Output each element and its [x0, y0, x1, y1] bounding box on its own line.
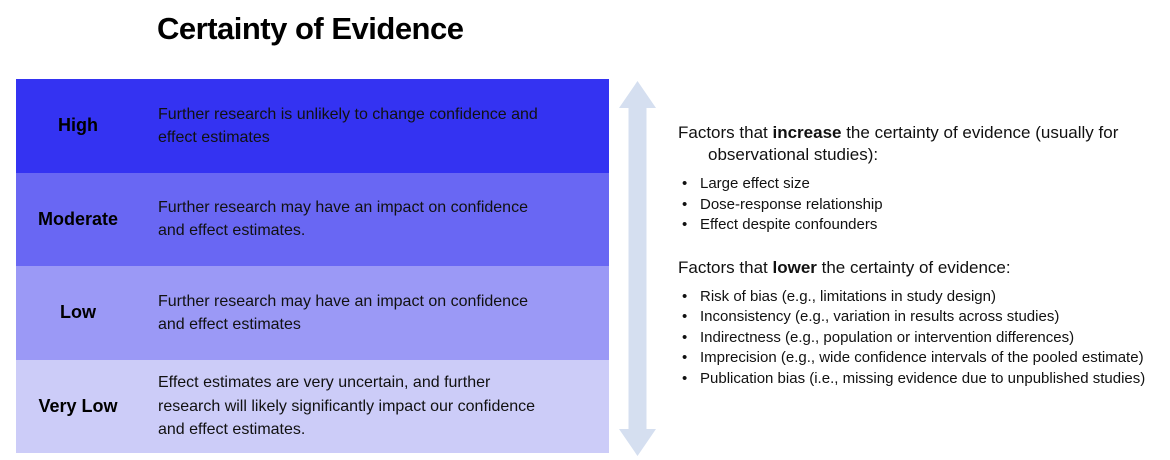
page-title: Certainty of Evidence: [157, 11, 464, 46]
certainty-level-label: High: [58, 115, 98, 136]
factors-lower-list: Risk of bias (e.g., limitations in study…: [678, 287, 1148, 389]
table-row-moderate: Moderate Further research may have an im…: [16, 172, 609, 267]
certainty-level-label: Low: [60, 302, 96, 323]
table-row-high: High Further research is unlikely to cha…: [16, 79, 609, 173]
factors-panel: Factors that increase the certainty of e…: [678, 122, 1148, 389]
factors-increase-header: Factors that increase the certainty of e…: [678, 122, 1148, 166]
certainty-table: High Further research is unlikely to cha…: [16, 79, 609, 453]
header-emphasis-lower: lower: [772, 257, 817, 277]
certainty-level-description: Effect estimates are very uncertain, and…: [158, 374, 536, 438]
list-item: Imprecision (e.g., wide confidence inter…: [678, 348, 1148, 368]
list-item: Effect despite confounders: [678, 215, 1148, 235]
header-emphasis-increase: increase: [772, 123, 842, 142]
list-item: Publication bias (i.e., missing evidence…: [678, 369, 1148, 389]
list-item: Dose-response relationship: [678, 195, 1148, 215]
factors-lower-header: Factors that lower the certainty of evid…: [678, 257, 1148, 279]
certainty-level-description-cell: Further research is unlikely to change c…: [140, 79, 609, 173]
vertical-double-arrow-icon: [619, 81, 656, 456]
factors-increase-list: Large effect size Dose-response relation…: [678, 174, 1148, 235]
list-item: Large effect size: [678, 174, 1148, 194]
certainty-level-description-cell: Effect estimates are very uncertain, and…: [140, 360, 609, 454]
list-item: Inconsistency (e.g., variation in result…: [678, 307, 1148, 327]
header-text-suffix: the certainty of evidence (usually for o…: [708, 123, 1119, 164]
certainty-level-label: Moderate: [37, 208, 118, 229]
header-text-prefix: Factors that: [678, 257, 773, 277]
certainty-level-description: Further research may have an impact on c…: [158, 199, 528, 240]
certainty-level-description: Further research is unlikely to change c…: [158, 105, 538, 146]
table-row-very-low: Very Low Effect estimates are very uncer…: [16, 359, 609, 454]
certainty-level-label: Very Low: [38, 395, 118, 416]
list-item: Risk of bias (e.g., limitations in study…: [678, 287, 1148, 307]
certainty-level-description-cell: Further research may have an impact on c…: [140, 266, 609, 360]
certainty-level-description: Further research may have an impact on c…: [158, 292, 528, 333]
header-text-suffix: the certainty of evidence:: [816, 257, 1011, 277]
double-arrow-shape: [619, 81, 656, 456]
list-item: Indirectness (e.g., population or interv…: [678, 328, 1148, 348]
table-row-low: Low Further research may have an impact …: [16, 266, 609, 360]
header-text-prefix: Factors that: [678, 123, 773, 142]
certainty-level-description-cell: Further research may have an impact on c…: [140, 173, 609, 267]
